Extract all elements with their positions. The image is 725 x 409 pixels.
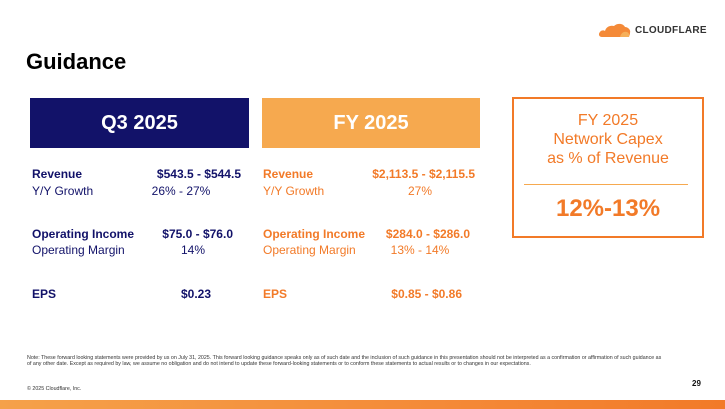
capex-value: 12%-13%	[555, 195, 661, 222]
capex-title-line2: Network Capex	[553, 131, 663, 148]
q3-eps-label: EPS	[32, 287, 57, 301]
fy-yoy-value: 27%	[407, 184, 433, 198]
capex-title-line3: as % of Revenue	[547, 150, 669, 167]
q3-heading: Q3 2025	[30, 98, 249, 148]
q3-eps-value: $0.23	[180, 287, 211, 301]
page-number: 29	[692, 379, 701, 388]
fy-revenue-value: $2,113.5 - $2,115.5	[372, 167, 475, 181]
fy-op-income-value: $284.0 - $286.0	[385, 227, 470, 241]
fy-yoy-label: Y/Y Growth	[263, 184, 325, 198]
cloud-icon	[598, 23, 631, 37]
q3-yoy-label: Y/Y Growth	[32, 184, 94, 198]
q3-op-margin-value: 14%	[180, 243, 206, 257]
page-title: Guidance	[26, 49, 127, 74]
footer-gradient-bar	[0, 400, 725, 409]
q3-op-income-value: $75.0 - $76.0	[162, 227, 233, 241]
q3-revenue-value: $543.5 - $544.5	[156, 167, 241, 181]
capex-title: FY 2025 Network Capex as % of Revenue	[514, 111, 702, 168]
disclaimer-note: Note: These forward looking statements w…	[27, 355, 662, 368]
cloudflare-logo: CLOUDFLARE	[598, 22, 707, 38]
fy-eps-value: $0.85 - $0.86	[391, 287, 462, 301]
fy-revenue-label: Revenue	[263, 167, 314, 181]
q3-op-margin-label: Operating Margin	[32, 243, 125, 257]
capex-title-line1: FY 2025	[577, 112, 639, 129]
fy-heading: FY 2025	[262, 98, 480, 148]
fy-op-margin-value: 13% - 14%	[390, 243, 450, 257]
q3-revenue-label: Revenue	[32, 167, 83, 181]
fy-op-margin-label: Operating Margin	[263, 243, 356, 257]
fy-op-income-label: Operating Income	[263, 227, 366, 241]
q3-yoy-value: 26% - 27%	[151, 184, 211, 198]
capex-box: FY 2025 Network Capex as % of Revenue 12…	[512, 97, 704, 238]
logo-text: CLOUDFLARE	[635, 24, 707, 36]
copyright: © 2025 Cloudflare, Inc.	[27, 386, 82, 392]
capex-divider	[524, 184, 688, 185]
q3-op-income-label: Operating Income	[32, 227, 135, 241]
fy-eps-label: EPS	[263, 287, 288, 301]
